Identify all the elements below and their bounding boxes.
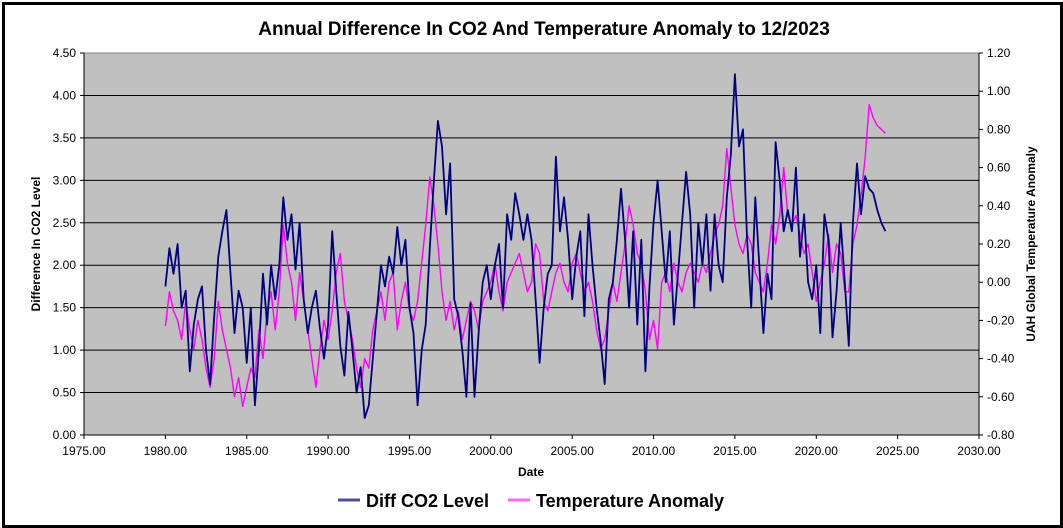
y2-tick-label: 1.20 [987,46,1011,60]
x-tick-label: 2030.00 [957,444,1001,458]
y2-tick-label: 1.00 [987,84,1011,98]
legend: Diff CO2 Level Temperature Anomaly [338,491,724,511]
x-tick-label: 2020.00 [795,444,839,458]
axes: 0.00 0.50 1.00 1.50 2.00 2.50 3.00 3.50 4.00 4.50… [53,46,1015,458]
x-tick-label: 2000.00 [469,444,513,458]
legend-label-co2: Diff CO2 Level [366,491,489,511]
y-tick-label: 1.50 [53,301,77,315]
y-tick-label: 3.50 [53,131,77,145]
y-tick-label: 4.00 [53,88,77,102]
y2-tick-label: -0.20 [987,313,1015,327]
x-tick-label: 2015.00 [713,444,757,458]
series-line-temperature [164,103,886,408]
y-tick-label: 1.00 [53,343,77,357]
y-tick-label: 0.00 [53,428,77,442]
y2-tick-label: -0.60 [987,390,1015,404]
y-tick-label: 0.50 [53,386,77,400]
y2-tick-label: 0.40 [987,199,1011,213]
x-tick-label: 1990.00 [306,444,350,458]
y2-tick-label: 0.80 [987,122,1011,136]
x-axis-label: Date [518,465,544,479]
x-tick-label: 1975.00 [62,444,106,458]
y2-tick-label: -0.40 [987,352,1015,366]
y-tick-label: 3.00 [53,173,77,187]
x-tick-label: 2025.00 [876,444,920,458]
y-tick-label: 2.00 [53,258,77,272]
chart-title: Annual Difference In CO2 And Temperature… [258,19,830,40]
x-tick-label: 1995.00 [388,444,432,458]
x-tick-label: 2005.00 [550,444,594,458]
y-tick-label: 4.50 [53,46,77,60]
x-tick-label: 1985.00 [225,444,269,458]
x-tick-label: 1980.00 [144,444,188,458]
y2-axis-label: UAH Global Temperature Anomaly [1024,146,1038,342]
y-axis-label: Difference In CO2 Level [29,177,43,312]
series-line-co2 [164,73,887,419]
y2-tick-label: 0.60 [987,161,1011,175]
y2-tick-label: -0.80 [987,428,1015,442]
series-layer [164,73,887,419]
y2-tick-label: 0.20 [987,237,1011,251]
y2-tick-label: 0.00 [987,275,1011,289]
y-tick-label: 2.50 [53,216,77,230]
x-tick-label: 2010.00 [632,444,676,458]
legend-label-temperature: Temperature Anomaly [536,491,724,511]
